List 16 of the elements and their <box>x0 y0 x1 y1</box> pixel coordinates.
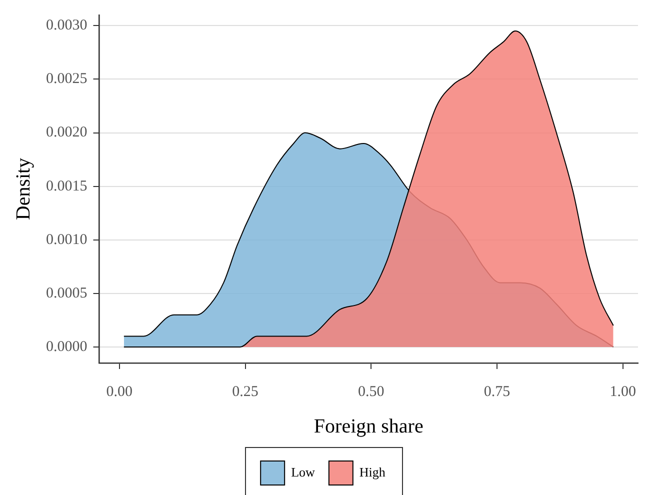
legend-label: High <box>359 464 386 480</box>
y-axis-title: Density <box>12 158 34 220</box>
y-tick-label: 0.0030 <box>46 18 88 34</box>
y-tick-label: 0.0025 <box>46 71 88 88</box>
x-tick-label: 0.25 <box>232 384 258 400</box>
x-tick-label: 0.75 <box>484 384 510 400</box>
y-tick-label: 0.0015 <box>46 178 88 194</box>
x-tick-label: 0.00 <box>106 384 133 400</box>
legend-label: Low <box>291 464 316 480</box>
x-tick-label: 1.00 <box>610 384 636 400</box>
y-tick-label: 0.0000 <box>46 338 88 355</box>
y-tick-label: 0.0010 <box>46 232 88 248</box>
x-axis-title: Foreign share <box>314 415 424 438</box>
y-tick-label: 0.0020 <box>46 124 88 141</box>
y-tick-label: 0.0005 <box>46 285 88 302</box>
x-tick-label: 0.50 <box>358 384 384 400</box>
